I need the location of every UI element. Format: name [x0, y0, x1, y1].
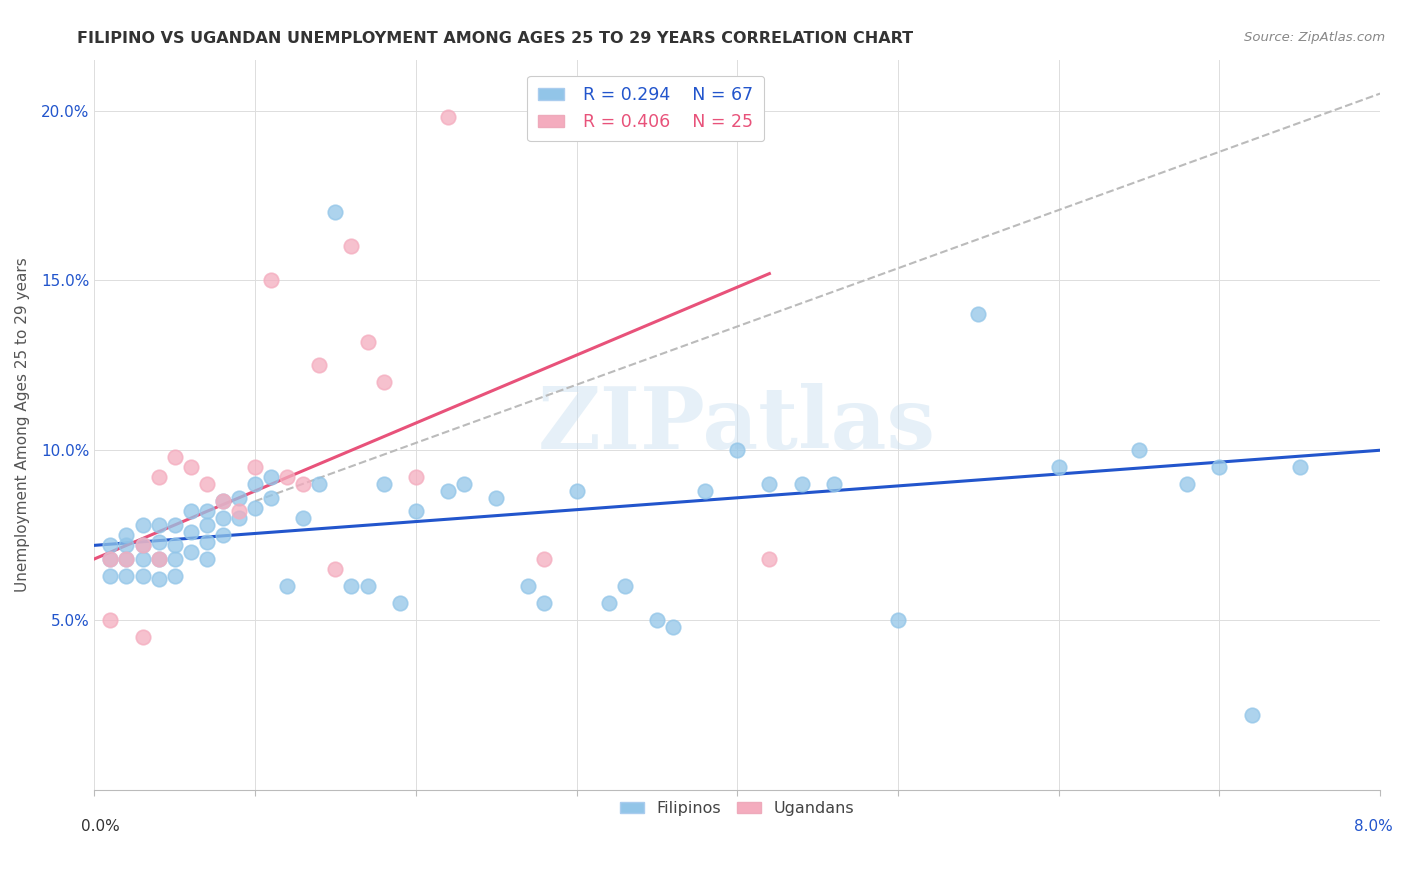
Point [100, 613, 122, 627]
Point [148, 535, 170, 549]
Point [260, 491, 283, 505]
Point [517, 579, 540, 593]
Point [148, 572, 170, 586]
Point [308, 359, 330, 373]
Point [100, 552, 122, 566]
Point [195, 504, 218, 518]
Point [613, 579, 636, 593]
Point [131, 569, 153, 583]
Point [790, 477, 813, 491]
Point [115, 552, 138, 566]
Point [356, 579, 378, 593]
Point [533, 596, 555, 610]
Point [373, 477, 395, 491]
Point [260, 273, 283, 287]
Point [212, 494, 235, 508]
Point [1208, 460, 1230, 475]
Point [405, 470, 427, 484]
Point [260, 470, 283, 484]
Point [437, 483, 460, 498]
Point [180, 545, 202, 559]
Point [308, 477, 330, 491]
Point [163, 450, 186, 464]
Point [131, 518, 153, 533]
Point [115, 569, 138, 583]
Point [243, 460, 266, 475]
Point [115, 528, 138, 542]
Point [180, 524, 202, 539]
Text: ZIPatlas: ZIPatlas [538, 383, 936, 467]
Point [212, 494, 235, 508]
Text: 8.0%: 8.0% [1354, 819, 1393, 834]
Point [823, 477, 845, 491]
Point [598, 596, 620, 610]
Point [131, 630, 153, 644]
Point [356, 334, 378, 349]
Point [228, 511, 250, 525]
Point [373, 376, 395, 390]
Point [967, 307, 990, 321]
Point [195, 535, 218, 549]
Point [148, 552, 170, 566]
Point [693, 483, 716, 498]
Point [195, 518, 218, 533]
Point [1240, 708, 1263, 723]
Point [228, 491, 250, 505]
Point [887, 613, 910, 627]
Point [1175, 477, 1198, 491]
Point [645, 613, 668, 627]
Point [148, 552, 170, 566]
Point [228, 504, 250, 518]
Point [100, 569, 122, 583]
Point [325, 562, 347, 576]
Point [163, 518, 186, 533]
Point [243, 477, 266, 491]
Point [565, 483, 588, 498]
Legend: Filipinos, Ugandans: Filipinos, Ugandans [613, 795, 860, 822]
Point [115, 538, 138, 552]
Point [340, 239, 363, 253]
Point [292, 477, 315, 491]
Point [195, 477, 218, 491]
Point [180, 504, 202, 518]
Point [1047, 460, 1070, 475]
Point [758, 552, 780, 566]
Point [758, 477, 780, 491]
Point [131, 538, 153, 552]
Point [453, 477, 475, 491]
Text: Source: ZipAtlas.com: Source: ZipAtlas.com [1244, 31, 1385, 45]
Point [662, 620, 685, 634]
Point [131, 538, 153, 552]
Text: FILIPINO VS UGANDAN UNEMPLOYMENT AMONG AGES 25 TO 29 YEARS CORRELATION CHART: FILIPINO VS UGANDAN UNEMPLOYMENT AMONG A… [77, 31, 914, 46]
Point [195, 552, 218, 566]
Point [276, 470, 298, 484]
Point [163, 569, 186, 583]
Point [292, 511, 315, 525]
Point [340, 579, 363, 593]
Point [725, 443, 748, 458]
Point [131, 552, 153, 566]
Point [115, 552, 138, 566]
Point [1288, 460, 1310, 475]
Point [163, 552, 186, 566]
Point [148, 470, 170, 484]
Point [212, 511, 235, 525]
Point [243, 500, 266, 515]
Point [212, 528, 235, 542]
Point [405, 504, 427, 518]
Point [148, 518, 170, 533]
Point [388, 596, 411, 610]
Text: 0.0%: 0.0% [82, 819, 121, 834]
Point [100, 552, 122, 566]
Point [485, 491, 508, 505]
Point [533, 552, 555, 566]
Point [163, 538, 186, 552]
Point [180, 460, 202, 475]
Point [437, 111, 460, 125]
Point [276, 579, 298, 593]
Point [325, 205, 347, 219]
Point [100, 538, 122, 552]
Point [1128, 443, 1150, 458]
Y-axis label: Unemployment Among Ages 25 to 29 years: Unemployment Among Ages 25 to 29 years [15, 258, 30, 592]
